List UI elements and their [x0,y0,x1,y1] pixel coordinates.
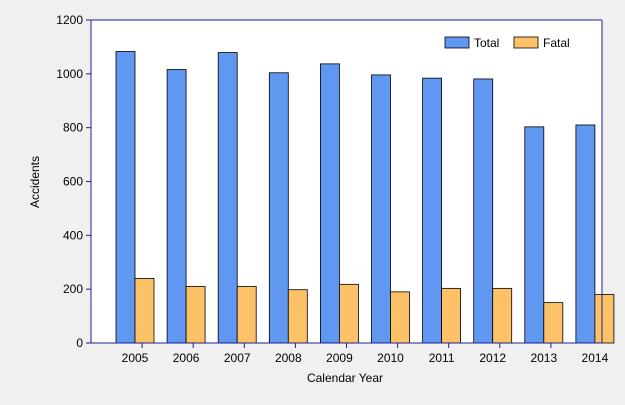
x-tick-label: 2013 [530,351,557,365]
legend-swatch-fatal [513,36,539,49]
legend-swatch-total [444,36,470,49]
bar-fatal-2008 [287,289,308,344]
x-tick-label: 2005 [122,351,149,365]
bars-layer [115,51,615,344]
x-tick-label: 2010 [377,351,404,365]
x-tick-label: 2014 [582,351,609,365]
bar-total-2011 [422,77,443,344]
x-tick-label: 2009 [326,351,353,365]
x-tick-label: 2008 [275,351,302,365]
x-tick-label: 2011 [429,351,455,365]
bar-total-2006 [166,69,187,344]
bar-fatal-2009 [338,283,359,344]
y-tick-label: 200 [63,282,83,296]
x-tick-label: 2012 [479,351,506,365]
y-ticks-layer: 0 200 400 600 800 1000 1200 [56,13,91,350]
bar-total-2012 [473,78,494,344]
bar-total-2009 [319,63,340,344]
x-ticks-layer: 2005 2006 2007 2008 2009 2010 2011 2012 2013 2014 [122,343,609,365]
bar-fatal-2007 [236,286,257,344]
legend: Total Fatal [444,36,570,50]
x-tick-label: 2007 [224,351,251,365]
bar-total-2010 [371,74,391,344]
legend-label-total: Total [474,36,499,50]
bar-fatal-2013 [543,302,564,344]
x-tick-label: 2006 [173,351,200,365]
bar-total-2014 [575,124,596,344]
bar-fatal-2006 [185,286,206,344]
legend-label-fatal: Fatal [543,36,570,50]
bar-fatal-2014 [594,294,615,344]
y-tick-label: 600 [63,175,83,189]
bar-total-2008 [268,72,289,344]
bar-fatal-2005 [134,277,155,344]
y-tick-label: 1000 [56,67,83,81]
y-tick-label: 400 [63,228,83,242]
bar-fatal-2010 [390,291,410,344]
bar-total-2005 [115,51,136,344]
bar-fatal-2012 [492,287,513,344]
y-tick-label: 800 [63,121,83,135]
bar-fatal-2011 [441,287,462,344]
y-axis-title: Accidents [28,156,42,208]
y-tick-label: 0 [76,336,83,350]
x-axis-title: Calendar Year [307,371,383,385]
y-tick-label: 1200 [56,13,83,27]
bar-total-2013 [524,126,545,344]
bar-total-2007 [217,52,238,344]
